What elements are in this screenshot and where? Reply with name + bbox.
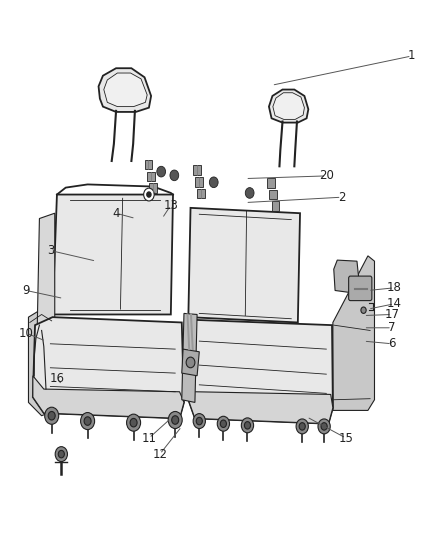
Text: 1: 1 bbox=[408, 50, 416, 62]
Circle shape bbox=[296, 419, 308, 434]
Circle shape bbox=[245, 188, 254, 198]
Polygon shape bbox=[33, 376, 184, 418]
Polygon shape bbox=[269, 190, 277, 199]
Circle shape bbox=[45, 407, 59, 424]
Text: 4: 4 bbox=[112, 207, 120, 220]
Polygon shape bbox=[197, 189, 205, 198]
Text: 15: 15 bbox=[339, 432, 353, 445]
Polygon shape bbox=[182, 313, 197, 402]
Text: 2: 2 bbox=[338, 191, 346, 204]
Polygon shape bbox=[149, 183, 157, 193]
Circle shape bbox=[318, 419, 330, 434]
Circle shape bbox=[48, 411, 55, 420]
Text: 14: 14 bbox=[387, 297, 402, 310]
Text: 6: 6 bbox=[388, 337, 396, 350]
Polygon shape bbox=[267, 178, 275, 188]
Polygon shape bbox=[33, 317, 184, 418]
Polygon shape bbox=[334, 260, 359, 293]
Polygon shape bbox=[145, 160, 152, 169]
Circle shape bbox=[321, 423, 327, 430]
Circle shape bbox=[147, 192, 151, 197]
Polygon shape bbox=[333, 256, 374, 410]
Circle shape bbox=[244, 422, 251, 429]
Text: 9: 9 bbox=[22, 284, 30, 297]
Polygon shape bbox=[273, 93, 304, 119]
FancyBboxPatch shape bbox=[349, 276, 372, 301]
Text: 13: 13 bbox=[163, 199, 178, 212]
Polygon shape bbox=[28, 309, 53, 416]
Circle shape bbox=[361, 307, 366, 313]
Circle shape bbox=[58, 450, 64, 458]
Text: 10: 10 bbox=[19, 327, 34, 340]
Circle shape bbox=[168, 411, 182, 429]
Text: 20: 20 bbox=[319, 169, 334, 182]
Circle shape bbox=[81, 413, 95, 430]
Text: 7: 7 bbox=[388, 321, 396, 334]
Polygon shape bbox=[182, 349, 199, 376]
Polygon shape bbox=[99, 68, 151, 112]
Polygon shape bbox=[104, 73, 147, 107]
Text: 17: 17 bbox=[385, 308, 399, 321]
Polygon shape bbox=[53, 195, 173, 314]
Circle shape bbox=[170, 170, 179, 181]
Circle shape bbox=[196, 417, 202, 425]
Circle shape bbox=[55, 447, 67, 462]
Polygon shape bbox=[188, 320, 333, 424]
Circle shape bbox=[130, 418, 137, 427]
Circle shape bbox=[299, 423, 305, 430]
Circle shape bbox=[157, 166, 166, 177]
Circle shape bbox=[127, 414, 141, 431]
Circle shape bbox=[193, 414, 205, 429]
Text: 16: 16 bbox=[49, 372, 64, 385]
Text: 18: 18 bbox=[387, 281, 402, 294]
Text: 3: 3 bbox=[47, 244, 54, 257]
Polygon shape bbox=[193, 165, 201, 175]
Circle shape bbox=[217, 416, 230, 431]
Text: 11: 11 bbox=[141, 432, 156, 445]
Polygon shape bbox=[272, 201, 279, 211]
Polygon shape bbox=[147, 172, 155, 181]
Polygon shape bbox=[37, 213, 55, 328]
Circle shape bbox=[209, 177, 218, 188]
Circle shape bbox=[172, 416, 179, 424]
Polygon shape bbox=[188, 208, 300, 322]
Circle shape bbox=[144, 188, 154, 201]
Circle shape bbox=[241, 418, 254, 433]
Circle shape bbox=[186, 357, 195, 368]
Polygon shape bbox=[195, 177, 203, 187]
Circle shape bbox=[220, 420, 226, 427]
Text: 12: 12 bbox=[152, 448, 167, 461]
Polygon shape bbox=[188, 386, 333, 424]
Polygon shape bbox=[269, 90, 308, 123]
Circle shape bbox=[84, 417, 91, 425]
